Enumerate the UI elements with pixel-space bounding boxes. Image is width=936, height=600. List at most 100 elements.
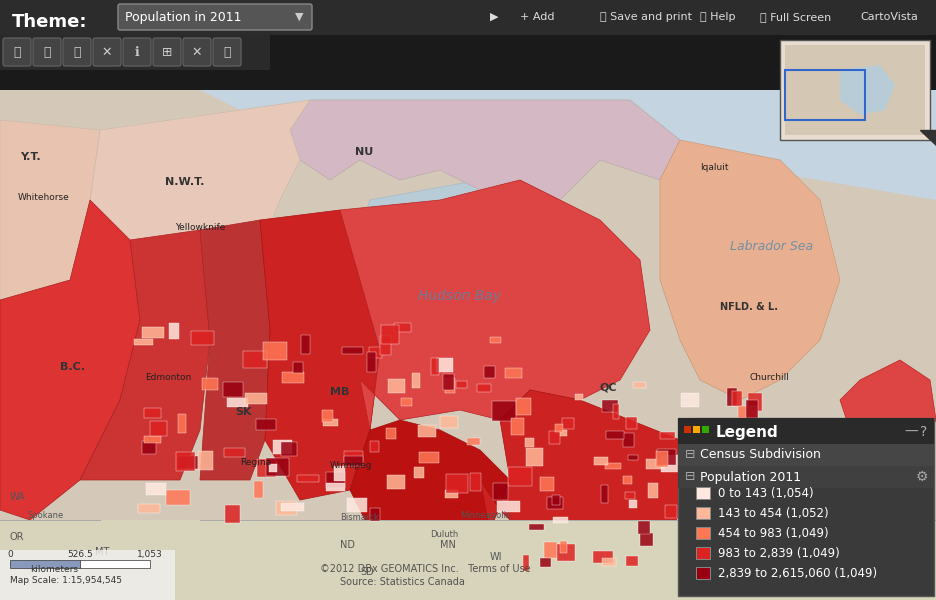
Polygon shape — [920, 130, 936, 145]
Bar — [282, 442, 297, 456]
Bar — [625, 491, 635, 499]
Text: ⚙: ⚙ — [916, 470, 929, 484]
Bar — [749, 393, 762, 411]
Bar — [419, 452, 439, 463]
Bar — [387, 428, 396, 439]
Text: Theme:: Theme: — [12, 13, 87, 31]
Bar — [656, 451, 667, 467]
Bar — [323, 419, 338, 425]
Bar — [276, 500, 297, 515]
Bar — [785, 70, 865, 120]
Bar — [647, 460, 665, 469]
Polygon shape — [0, 120, 100, 300]
Bar — [225, 448, 245, 457]
Polygon shape — [200, 220, 270, 480]
Bar — [367, 352, 376, 371]
Bar — [559, 430, 567, 436]
Text: MT: MT — [95, 547, 110, 557]
Bar — [446, 474, 468, 493]
Text: CartoVista: CartoVista — [860, 12, 918, 22]
FancyBboxPatch shape — [93, 38, 121, 66]
Polygon shape — [785, 45, 925, 135]
Text: Minneapolis: Minneapolis — [460, 511, 510, 520]
Bar — [576, 394, 583, 400]
Text: Whitehorse: Whitehorse — [18, 193, 70, 202]
Bar — [560, 541, 567, 553]
Bar — [540, 476, 554, 491]
Bar — [344, 456, 363, 466]
Text: Population in 2011: Population in 2011 — [125, 10, 241, 23]
Bar — [0, 35, 270, 70]
Polygon shape — [340, 180, 650, 490]
Bar — [678, 444, 934, 466]
Bar — [467, 439, 480, 445]
FancyBboxPatch shape — [3, 38, 31, 66]
Bar — [370, 440, 379, 452]
Bar — [344, 451, 363, 461]
Text: kilometers: kilometers — [30, 565, 78, 574]
Polygon shape — [840, 360, 936, 450]
Bar — [255, 481, 263, 498]
Text: Winnipeg: Winnipeg — [330, 461, 373, 470]
Bar — [708, 427, 716, 440]
Bar — [634, 382, 646, 388]
Text: MB: MB — [330, 387, 349, 397]
Bar — [678, 466, 934, 488]
Text: ?: ? — [920, 425, 928, 439]
Bar — [563, 418, 574, 429]
Bar — [684, 541, 697, 553]
Bar — [780, 40, 930, 140]
Text: Map Scale: 1:15,954,545: Map Scale: 1:15,954,545 — [10, 576, 122, 585]
Bar — [191, 331, 213, 346]
Text: Hudson Bay: Hudson Bay — [418, 289, 501, 303]
Text: Y.T.: Y.T. — [20, 152, 40, 162]
Text: SD: SD — [360, 567, 373, 577]
Text: 454 to 983 (1,049): 454 to 983 (1,049) — [718, 527, 828, 541]
Bar — [602, 557, 617, 566]
Bar — [613, 404, 620, 419]
Bar — [594, 457, 607, 465]
Polygon shape — [290, 100, 680, 200]
Bar — [693, 426, 700, 433]
FancyBboxPatch shape — [33, 38, 61, 66]
Bar — [144, 409, 161, 418]
Bar — [626, 417, 637, 428]
Text: Iqaluit: Iqaluit — [700, 163, 728, 172]
Bar — [523, 554, 530, 571]
Text: 0 to 143 (1,054): 0 to 143 (1,054) — [718, 487, 813, 500]
Text: ▼: ▼ — [295, 12, 303, 22]
FancyBboxPatch shape — [118, 4, 312, 30]
Bar — [553, 517, 567, 523]
Bar — [628, 455, 637, 460]
Text: Yellowknife: Yellowknife — [175, 223, 226, 232]
Bar — [732, 391, 741, 406]
Text: 526.5: 526.5 — [67, 550, 93, 559]
Bar — [493, 483, 508, 500]
Text: ND: ND — [340, 540, 355, 550]
Bar — [558, 544, 575, 562]
Text: + Add: + Add — [520, 12, 554, 22]
Text: 2,839 to 2,615,060 (1,049): 2,839 to 2,615,060 (1,049) — [718, 568, 877, 581]
Text: ✕: ✕ — [102, 46, 112, 58]
Bar — [227, 398, 248, 407]
Bar — [177, 455, 197, 469]
Polygon shape — [0, 520, 936, 600]
Bar — [327, 483, 345, 491]
Bar — [150, 421, 168, 436]
Text: Regina: Regina — [240, 458, 271, 467]
Bar — [333, 466, 345, 481]
Bar — [142, 327, 164, 338]
Bar — [549, 431, 561, 445]
Bar — [273, 440, 292, 454]
Bar — [269, 464, 277, 472]
Bar — [702, 522, 709, 533]
Bar — [412, 373, 420, 388]
Text: 0: 0 — [7, 550, 13, 559]
Bar — [497, 501, 520, 512]
Text: Census Subdivision: Census Subdivision — [700, 449, 821, 461]
Bar — [665, 505, 677, 518]
Bar — [226, 505, 240, 523]
Bar — [629, 500, 637, 508]
Polygon shape — [660, 140, 840, 400]
Bar — [243, 350, 267, 368]
